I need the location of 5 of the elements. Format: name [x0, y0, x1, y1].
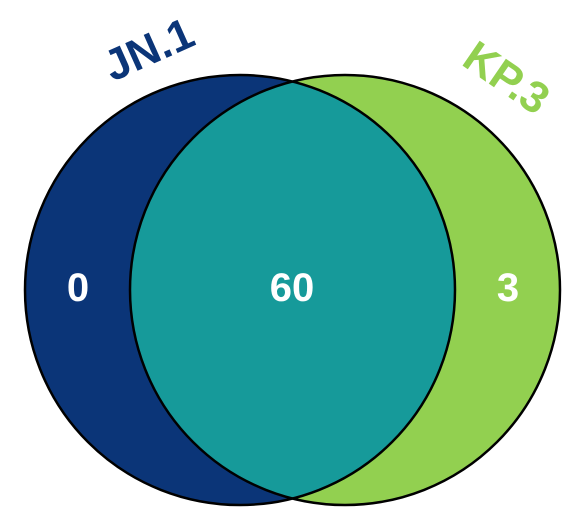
data-label: 0 — [66, 266, 90, 310]
category-label: KP.3 — [454, 32, 558, 124]
data-label: 3 — [496, 266, 520, 310]
category-label: JN.1 — [96, 8, 202, 92]
data-label: 60 — [270, 266, 314, 310]
